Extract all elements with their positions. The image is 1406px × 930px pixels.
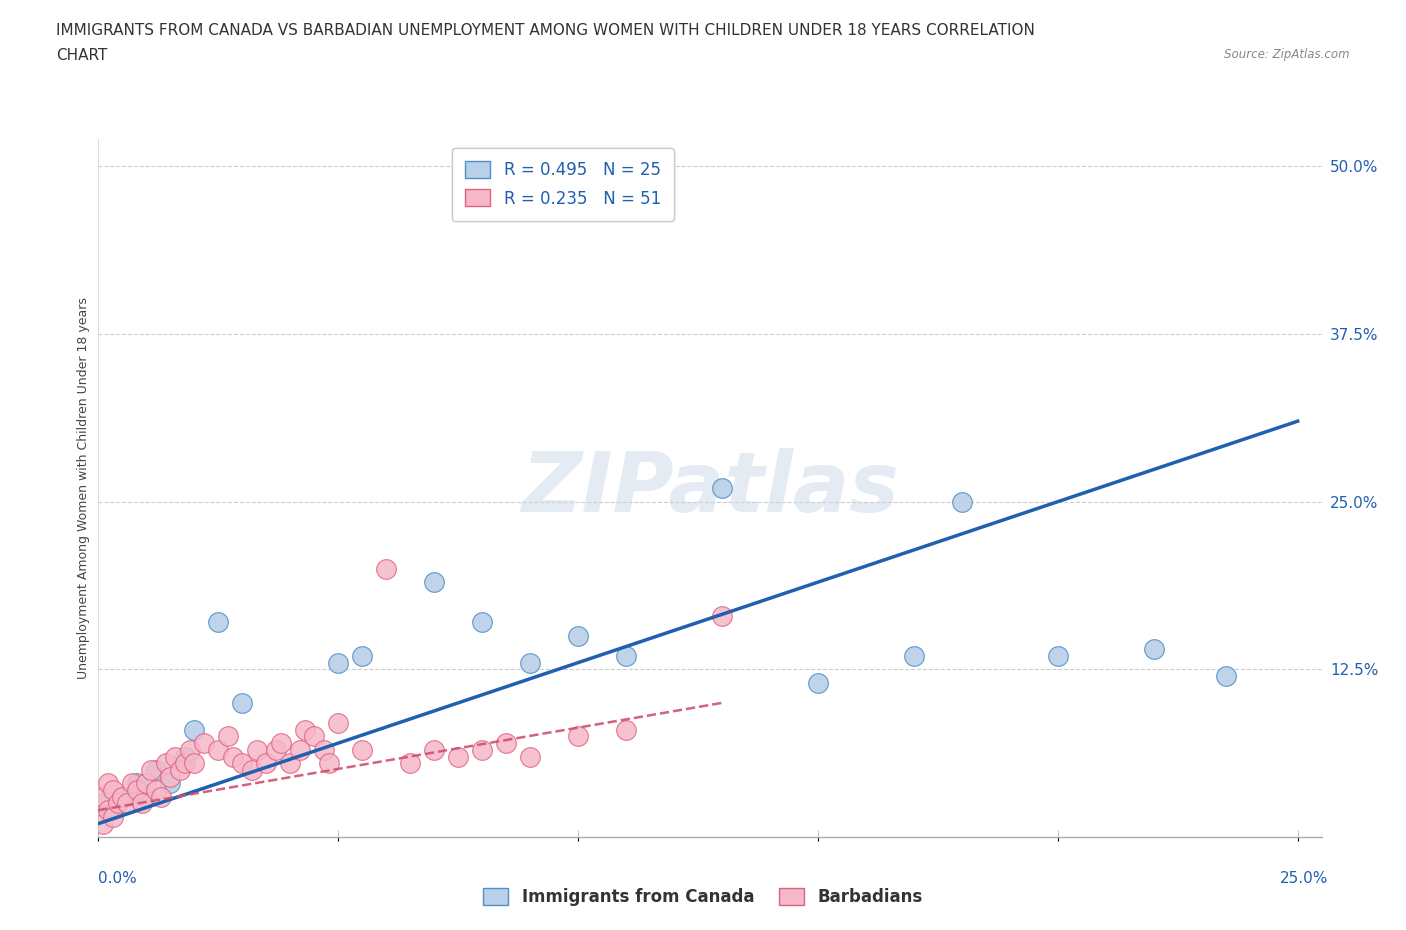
Point	[711, 481, 734, 496]
Point	[97, 776, 120, 790]
Point	[254, 756, 277, 771]
Point	[567, 729, 589, 744]
Point	[107, 796, 129, 811]
Text: ZIPatlas: ZIPatlas	[522, 447, 898, 529]
Text: IMMIGRANTS FROM CANADA VS BARBADIAN UNEMPLOYMENT AMONG WOMEN WITH CHILDREN UNDER: IMMIGRANTS FROM CANADA VS BARBADIAN UNEM…	[56, 23, 1035, 38]
Point	[125, 783, 148, 798]
Point	[169, 763, 191, 777]
Y-axis label: Unemployment Among Women with Children Under 18 years: Unemployment Among Women with Children U…	[77, 298, 90, 679]
Text: 0.0%: 0.0%	[98, 871, 138, 886]
Point	[149, 790, 172, 804]
Point	[1215, 669, 1237, 684]
Point	[193, 736, 215, 751]
Text: 25.0%: 25.0%	[1281, 871, 1329, 886]
Point	[567, 629, 589, 644]
Point	[207, 742, 229, 757]
Point	[950, 494, 973, 509]
Point	[231, 756, 253, 771]
Point	[423, 575, 446, 590]
Point	[131, 796, 153, 811]
Point	[1143, 642, 1166, 657]
Point	[91, 817, 114, 831]
Point	[101, 783, 124, 798]
Point	[231, 696, 253, 711]
Point	[711, 608, 734, 623]
Point	[165, 749, 187, 764]
Point	[183, 756, 205, 771]
Point	[115, 796, 138, 811]
Legend: R = 0.495   N = 25, R = 0.235   N = 51: R = 0.495 N = 25, R = 0.235 N = 51	[453, 148, 675, 220]
Point	[155, 756, 177, 771]
Point	[222, 749, 245, 764]
Point	[101, 809, 124, 824]
Point	[145, 783, 167, 798]
Point	[471, 615, 494, 630]
Point	[173, 756, 195, 771]
Point	[159, 769, 181, 784]
Point	[1046, 648, 1069, 663]
Point	[173, 749, 195, 764]
Point	[207, 615, 229, 630]
Point	[278, 756, 301, 771]
Point	[135, 790, 157, 804]
Point	[145, 763, 167, 777]
Point	[183, 723, 205, 737]
Point	[91, 790, 114, 804]
Point	[101, 803, 124, 817]
Point	[159, 776, 181, 790]
Point	[141, 763, 163, 777]
Point	[270, 736, 292, 751]
Point	[217, 729, 239, 744]
Point	[328, 655, 350, 670]
Point	[447, 749, 470, 764]
Point	[135, 776, 157, 790]
Point	[519, 749, 541, 764]
Point	[614, 648, 637, 663]
Point	[312, 742, 335, 757]
Text: Source: ZipAtlas.com: Source: ZipAtlas.com	[1225, 48, 1350, 61]
Legend: Immigrants from Canada, Barbadians: Immigrants from Canada, Barbadians	[477, 881, 929, 912]
Point	[294, 723, 316, 737]
Point	[614, 723, 637, 737]
Point	[471, 742, 494, 757]
Point	[375, 562, 398, 577]
Point	[423, 742, 446, 757]
Point	[264, 742, 287, 757]
Point	[519, 655, 541, 670]
Point	[91, 796, 114, 811]
Point	[399, 756, 422, 771]
Text: CHART: CHART	[56, 48, 108, 63]
Point	[111, 790, 134, 804]
Point	[288, 742, 311, 757]
Point	[125, 776, 148, 790]
Point	[352, 648, 374, 663]
Point	[328, 715, 350, 730]
Point	[179, 742, 201, 757]
Point	[240, 763, 263, 777]
Point	[903, 648, 925, 663]
Point	[121, 776, 143, 790]
Point	[97, 803, 120, 817]
Point	[352, 742, 374, 757]
Point	[495, 736, 517, 751]
Point	[807, 675, 830, 690]
Point	[318, 756, 340, 771]
Point	[246, 742, 269, 757]
Point	[304, 729, 326, 744]
Point	[111, 790, 134, 804]
